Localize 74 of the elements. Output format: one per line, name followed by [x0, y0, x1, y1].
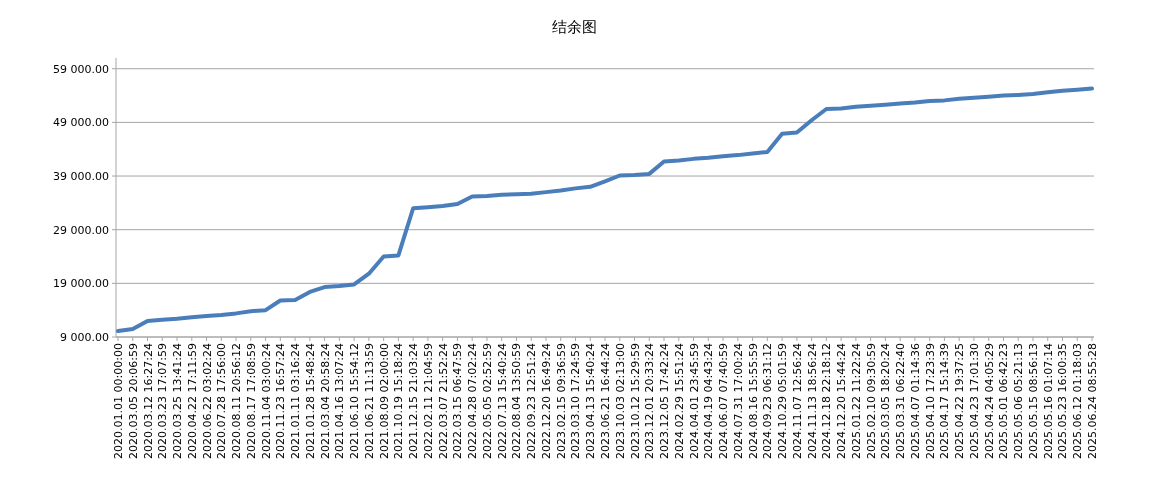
- x-tick-label: 2020.03.05 20:06:59: [126, 343, 140, 459]
- x-tick-label: 2025.04.22 19:37:25: [953, 343, 967, 459]
- x-tick-label: 2024.11.13 18:56:24: [805, 343, 819, 459]
- x-tick-label: 2024.06.07 07:40:59: [717, 343, 731, 459]
- x-tick-label: 2025.05.01 06:42:23: [997, 343, 1011, 459]
- x-tick-label: 2021.08.09 02:00:00: [377, 343, 391, 459]
- x-tick-label: 2020.03.12 16:27:24: [141, 343, 155, 459]
- x-tick-label: 2024.08.16 15:55:59: [746, 343, 760, 459]
- x-tick-label: 2025.04.17 15:14:39: [938, 343, 952, 459]
- x-tick-label: 2025.04.07 01:14:36: [908, 343, 922, 459]
- x-tick-label: 2020.08.17 17:08:59: [244, 343, 258, 459]
- x-tick-label: 2025.03.31 06:22:40: [894, 343, 908, 459]
- x-tick-label: 2020.08.11 20:56:12: [230, 343, 244, 459]
- x-tick-label: 2020.11.23 16:57:24: [274, 343, 288, 459]
- title: 结余图: [552, 18, 597, 36]
- y-tick-label: 49 000.00: [53, 116, 109, 130]
- x-tick-label: 2020.07.28 17:56:00: [215, 343, 229, 459]
- x-tick-label: 2025.06.12 01:18:03: [1071, 343, 1085, 459]
- x-tick-label: 2023.02.15 09:36:59: [554, 343, 568, 459]
- x-tick-label: 2025.01.22 11:22:24: [849, 343, 863, 459]
- x-tick-label: 2023.06.21 16:44:24: [599, 343, 612, 459]
- x-tick-label: 2024.07.31 17:00:24: [731, 343, 745, 459]
- x-tick-label: 2024.12.18 22:18:12: [820, 343, 834, 459]
- x-tick-label: 2025.04.24 04:05:29: [982, 343, 996, 459]
- x-tick-label: 2021.06.21 11:13:59: [362, 343, 376, 459]
- x-tick-label: 2024.12.20 15:44:24: [835, 343, 849, 459]
- x-tick-label: 2024.02.29 15:51:24: [672, 343, 686, 459]
- x-tick-label: 2021.03.04 20:58:24: [318, 343, 332, 459]
- x-tick-label: 2024.10.29 05:01:59: [776, 343, 790, 459]
- x-tick-label: 2024.04.01 23:45:59: [687, 343, 701, 459]
- y-tick-label: 19 000.00: [53, 277, 109, 291]
- x-tick-label: 2022.12.20 16:49:24: [539, 343, 553, 459]
- x-tick-label: 2023.12.05 17:42:24: [658, 343, 672, 459]
- x-tick-label: 2020.03.23 17:07:59: [156, 343, 170, 459]
- x-tick-label: 2021.06.10 15:54:12: [348, 343, 362, 459]
- x-tick-label: 2025.05.15 08:56:13: [1026, 343, 1040, 459]
- y-tick-label: 9 000.00: [60, 331, 109, 344]
- y-tick-label: 39 000.00: [53, 170, 109, 184]
- x-tick-label: 2020.01.01 00:00:00: [112, 343, 125, 459]
- x-tick-label: 2025.03.05 18:20:24: [879, 343, 893, 459]
- x-tick-label: 2023.03.10 17:24:59: [569, 343, 583, 459]
- x-tick-label: 2022.09.23 12:51:24: [525, 343, 539, 459]
- x-tick-label: 2020.04.22 17:11:59: [185, 343, 199, 459]
- x-tick-label: 2025.04.10 17:23:39: [923, 343, 937, 459]
- x-tick-label: 2021.12.15 21:03:24: [407, 343, 421, 459]
- x-tick-label: 2021.01.11 03:16:24: [289, 343, 303, 459]
- x-tick-label: 2025.02.10 09:30:59: [864, 343, 878, 459]
- y-tick-label: 59 000.00: [53, 62, 109, 76]
- x-tick-label: 2024.09.23 06:31:12: [761, 343, 775, 459]
- x-tick-label: 2024.04.19 04:43:24: [702, 343, 716, 459]
- x-tick-label: 2025.06.24 08:55:28: [1086, 343, 1099, 459]
- x-tick-label: 2022.07.13 15:40:24: [495, 343, 509, 459]
- x-tick-label: 2023.12.01 20:33:24: [643, 343, 657, 459]
- x-tick-label: 2022.05.05 02:52:59: [480, 343, 494, 459]
- x-tick-label: 2023.10.12 15:29:59: [628, 343, 642, 459]
- x-tick-label: 2025.05.23 16:00:35: [1056, 343, 1070, 459]
- x-tick-label: 2020.11.04 03:00:24: [259, 343, 273, 459]
- x-tick-label: 2020.06.22 03:02:24: [200, 343, 214, 459]
- x-tick-label: 2021.01.28 15:48:24: [303, 343, 317, 459]
- x-tick-label: 2022.04.28 07:02:24: [466, 343, 480, 459]
- x-tick-label: 2025.05.16 01:07:14: [1041, 343, 1055, 459]
- x-tick-label: 2020.03.25 13:41:24: [171, 343, 185, 459]
- x-tick-label: 2023.04.13 15:40:24: [584, 343, 598, 459]
- x-tick-label: 2023.10.03 02:13:00: [613, 343, 627, 459]
- x-tick-label: 2024.11.07 12:56:24: [790, 343, 804, 459]
- x-tick-label: 2022.03.15 06:47:59: [451, 343, 465, 459]
- x-tick-label: 2022.02.11 21:04:59: [421, 343, 435, 459]
- x-tick-label: 2025.05.06 05:21:13: [1012, 343, 1026, 459]
- x-tick-label: 2025.04.23 17:01:30: [967, 343, 981, 459]
- y-tick-label: 29 000.00: [53, 223, 109, 237]
- x-tick-label: 2022.08.04 13:50:59: [510, 343, 524, 459]
- x-tick-label: 2022.03.07 21:52:24: [436, 343, 450, 459]
- x-tick-label: 2021.10.19 15:18:24: [392, 343, 406, 459]
- x-tick-label: 2021.04.16 13:07:24: [333, 343, 347, 459]
